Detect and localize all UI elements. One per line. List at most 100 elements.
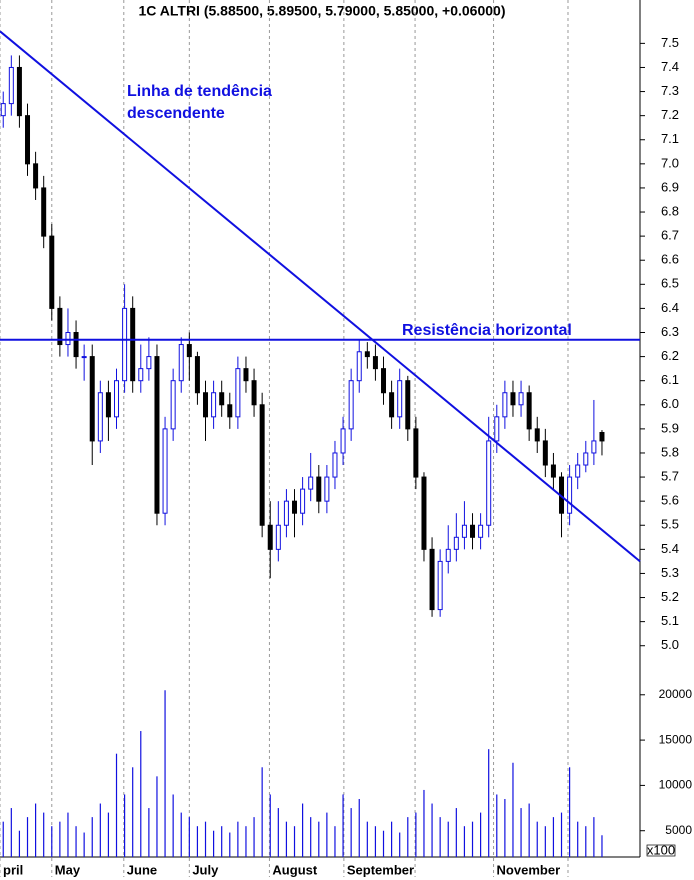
candle-body [203,392,209,418]
candle-body [453,536,459,550]
x-tick-label: August [272,862,317,877]
candle-body [332,452,338,478]
y-tick-label: 6.6 [661,252,679,267]
candle-body [122,307,128,382]
trend-line [0,30,641,563]
x-tick-label: September [347,862,414,877]
y-tick-label: 5.3 [661,565,679,580]
candle-body [0,103,6,117]
candle-body [478,524,484,538]
candle-body [421,476,427,550]
y-tick-label: 5.7 [661,469,679,484]
y-tick-label: 6.1 [661,372,679,387]
candle-body [33,163,39,189]
candle-body [470,524,476,538]
y-tick-label: 7.4 [661,59,679,74]
candle-body [243,368,249,382]
y-tick-label: 7.0 [661,155,679,170]
y-tick-label: 5.4 [661,541,679,556]
candle-body [542,440,548,466]
candle-body [381,368,387,394]
candle-body [583,452,589,466]
candle-body [89,356,95,442]
volume-tick-label: 5000 [665,823,692,837]
candle-body [413,428,419,478]
candle-body [372,356,378,370]
y-tick-label: 7.3 [661,83,679,98]
candle-body [324,476,330,502]
candle-body [308,476,314,490]
candle-body [130,307,136,382]
y-tick-label: 5.5 [661,517,679,532]
candle-body [25,115,31,165]
annotation: Resistência horizontal [402,322,572,339]
candle-body [219,392,225,406]
y-tick-label: 6.5 [661,276,679,291]
y-tick-label: 5.9 [661,420,679,435]
y-tick-label: 6.8 [661,203,679,218]
candle-body [41,187,47,237]
x-tick-label: May [55,862,81,877]
candle-body [81,356,87,359]
volume-tick-label: 15000 [659,732,693,746]
candle-body [575,464,581,478]
candle-body [461,524,467,538]
candle-body [178,344,184,382]
candle-body [114,380,120,418]
y-tick-label: 6.4 [661,300,679,315]
y-tick-label: 5.8 [661,444,679,459]
candle-body [550,464,556,478]
candle-body [65,332,71,346]
candle-body [526,392,532,430]
y-tick-label: 5.2 [661,589,679,604]
candle-body [567,476,573,514]
candle-body [356,351,362,382]
candle-body [211,392,217,418]
candle-body [510,392,516,406]
volume-tick-label: 20000 [659,687,693,701]
volume-unit: x100 [647,842,675,857]
candle-body [283,500,289,526]
candle-body [162,428,168,514]
candle-body [194,356,200,394]
candle-body [445,548,451,562]
y-tick-label: 6.2 [661,348,679,363]
candle-body [429,548,435,611]
y-tick-label: 6.0 [661,396,679,411]
x-tick-label: November [497,862,561,877]
candle-body [138,368,144,382]
candle-body [105,392,111,418]
x-tick-label: pril [3,862,23,877]
candle-body [502,392,508,418]
candle-body [186,344,192,358]
candle-body [316,476,322,502]
candle-body [364,351,370,358]
candle-body [259,404,265,526]
annotation: Linha de tendência [127,83,272,100]
y-tick-label: 7.5 [661,35,679,50]
x-tick-label: June [127,862,157,877]
y-tick-label: 7.1 [661,131,679,146]
y-tick-label: 5.6 [661,493,679,508]
candle-body [300,488,306,514]
y-tick-label: 6.9 [661,179,679,194]
candle-body [494,416,500,442]
x-tick-label: July [192,862,219,877]
candle-body [8,66,14,105]
candle-body [389,392,395,418]
candle-body [73,332,79,358]
candle-body [235,368,241,418]
candle-body [397,380,403,418]
y-tick-label: 7.2 [661,107,679,122]
y-tick-label: 6.7 [661,228,679,243]
unit-box [646,844,676,857]
candle-body [275,524,281,550]
volume-tick-label: 10000 [659,778,693,792]
candle-body [227,404,233,418]
candle-body [599,431,605,442]
candle-body [97,392,103,442]
candle-body [251,380,257,406]
candle-body [518,392,524,406]
